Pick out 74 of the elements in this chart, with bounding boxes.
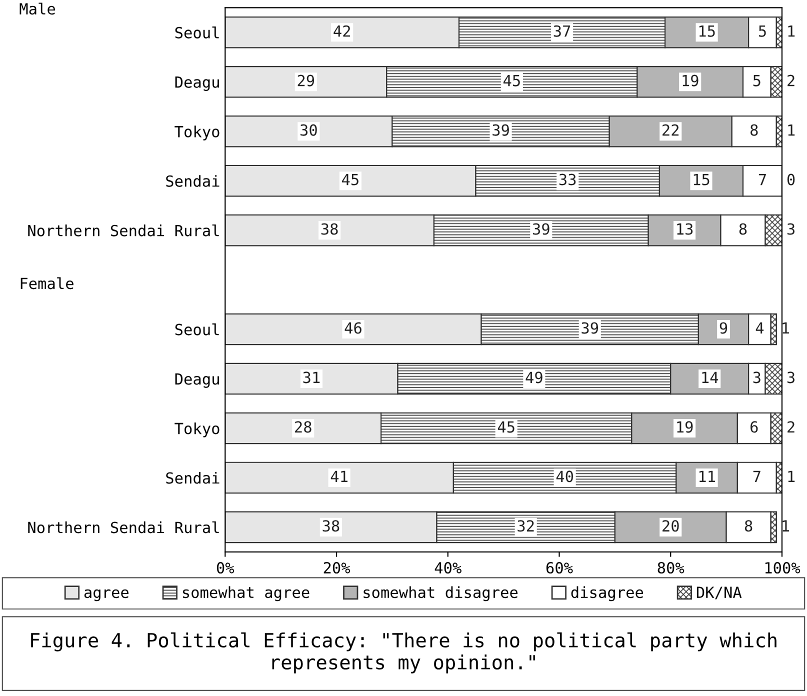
data-label: 0 [787,174,795,186]
data-label: 3 [787,372,794,384]
text: Figure 4. Political Efficacy: "There is no political party which represents my opinion." [31,632,776,674]
data-label: 28 [295,421,312,433]
data-label: 4 [756,322,764,334]
y-tick-label: Seoul [175,323,219,336]
y-tick-label: Sendai [166,472,220,484]
data-label: 45 [498,421,514,433]
legend-label: somewhat agree [182,586,310,602]
y-tick-label: Deagu [175,76,219,91]
data-label: 45 [503,74,520,86]
data-label: 32 [518,520,534,532]
data-label: 7 [753,470,760,482]
data-label: 9 [720,322,728,334]
data-label: 14 [702,372,718,384]
y-tick-label: Deagu [175,373,219,388]
data-label: 1 [788,124,795,136]
x-tick-label: 60% [546,562,573,574]
data-label: 1 [788,470,795,482]
y-tick-label: Seoul [175,26,219,38]
data-label: 8 [739,223,747,235]
x-tick-label: 20% [324,562,350,574]
data-label: 15 [699,26,715,37]
data-label: 2 [788,74,794,86]
legend-label: somewhat disagree [364,586,518,602]
data-label: 38 [321,223,338,235]
data-label: 5 [758,26,766,37]
data-label: 7 [758,174,766,186]
data-label: 3 [753,372,760,384]
data-label: 5 [753,74,760,86]
x-tick-label: 100% [765,562,800,574]
data-label: 31 [303,372,320,384]
data-label: 11 [699,470,715,482]
data-label: 39 [492,124,509,136]
data-label: 29 [298,74,314,86]
data-label: 3 [787,223,794,235]
data-label: 8 [744,520,752,532]
legend-label: agree [84,589,129,602]
y-tick-label: Northern Sendai Rural [28,521,219,534]
text: Male [20,2,56,15]
data-label: 38 [322,520,340,532]
legend-label: DK/NA [696,586,742,600]
data-label: 19 [677,421,693,433]
data-label: 42 [334,25,350,37]
data-label: 1 [782,520,790,532]
text: Female [20,277,74,290]
data-label: 1 [788,26,795,37]
data-label: 45 [342,174,358,186]
data-label: 33 [559,174,576,186]
data-label: 39 [532,223,550,235]
y-tick-label: Northern Sendai Rural [28,224,219,236]
data-label: 39 [582,322,598,334]
data-label: 30 [300,124,317,136]
data-label: 46 [344,322,362,334]
data-label: 1 [782,322,790,334]
data-label: 19 [682,74,698,86]
data-label: 13 [677,223,693,235]
data-label: 41 [330,470,348,482]
data-label: 6 [750,421,758,433]
data-label: 15 [694,174,710,186]
data-label: 37 [554,25,570,37]
data-label: 22 [662,124,679,136]
x-tick-label: 40% [434,562,462,574]
data-label: 49 [526,372,542,384]
y-tick-label: Tokyo [174,422,220,438]
y-tick-label: Tokyo [174,126,220,140]
legend-label: disagree [571,586,644,602]
data-label: 20 [662,520,679,532]
data-label: 40 [556,470,574,482]
x-tick-label: 80% [658,562,684,574]
y-tick-label: Sendai [166,175,220,187]
data-label: 8 [750,124,758,136]
x-tick-label: 0% [216,562,234,574]
data-label: 2 [788,421,794,432]
